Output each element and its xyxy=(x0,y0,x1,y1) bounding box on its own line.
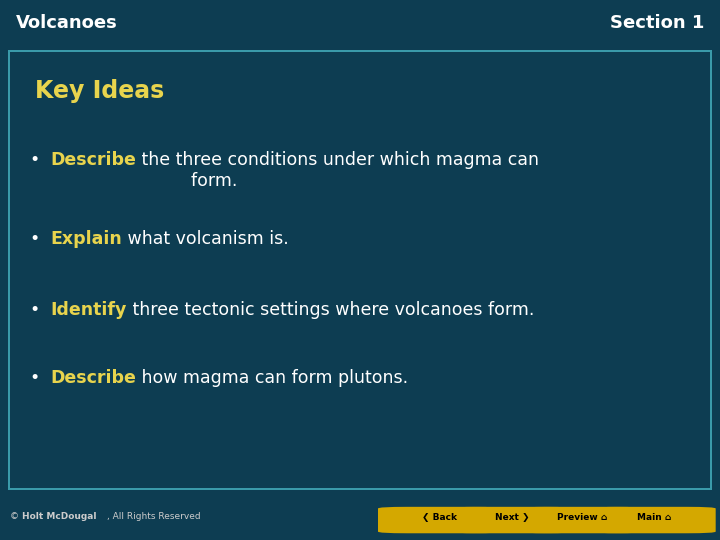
Text: Preview ⌂: Preview ⌂ xyxy=(557,513,607,522)
Text: Describe: Describe xyxy=(50,369,136,387)
Bar xyxy=(8,488,712,490)
Text: ❮ Back: ❮ Back xyxy=(423,513,457,522)
FancyBboxPatch shape xyxy=(450,507,574,534)
Text: Section 1: Section 1 xyxy=(610,14,704,32)
Text: Describe: Describe xyxy=(50,151,136,169)
Text: three tectonic settings where volcanoes form.: three tectonic settings where volcanoes … xyxy=(127,301,534,319)
Text: •: • xyxy=(29,301,40,319)
Text: the three conditions under which magma can
          form.: the three conditions under which magma c… xyxy=(136,151,539,190)
Text: Next ❯: Next ❯ xyxy=(495,513,529,522)
FancyBboxPatch shape xyxy=(378,507,502,534)
Bar xyxy=(8,50,712,52)
Text: Key Ideas: Key Ideas xyxy=(35,79,164,103)
Bar xyxy=(710,50,712,490)
Text: •: • xyxy=(29,231,40,248)
FancyBboxPatch shape xyxy=(592,507,716,534)
Text: Identify: Identify xyxy=(50,301,127,319)
FancyBboxPatch shape xyxy=(520,507,644,534)
Text: what volcanism is.: what volcanism is. xyxy=(122,231,289,248)
Text: , All Rights Reserved: , All Rights Reserved xyxy=(107,512,200,522)
Text: Holt McDougal: Holt McDougal xyxy=(22,512,96,522)
Text: •: • xyxy=(29,151,40,169)
Text: •: • xyxy=(29,369,40,387)
Text: Volcanoes: Volcanoes xyxy=(16,14,117,32)
Text: ©: © xyxy=(10,512,22,522)
Text: how magma can form plutons.: how magma can form plutons. xyxy=(136,369,408,387)
Text: Explain: Explain xyxy=(50,231,122,248)
Bar xyxy=(8,50,10,490)
Text: Main ⌂: Main ⌂ xyxy=(636,513,671,522)
